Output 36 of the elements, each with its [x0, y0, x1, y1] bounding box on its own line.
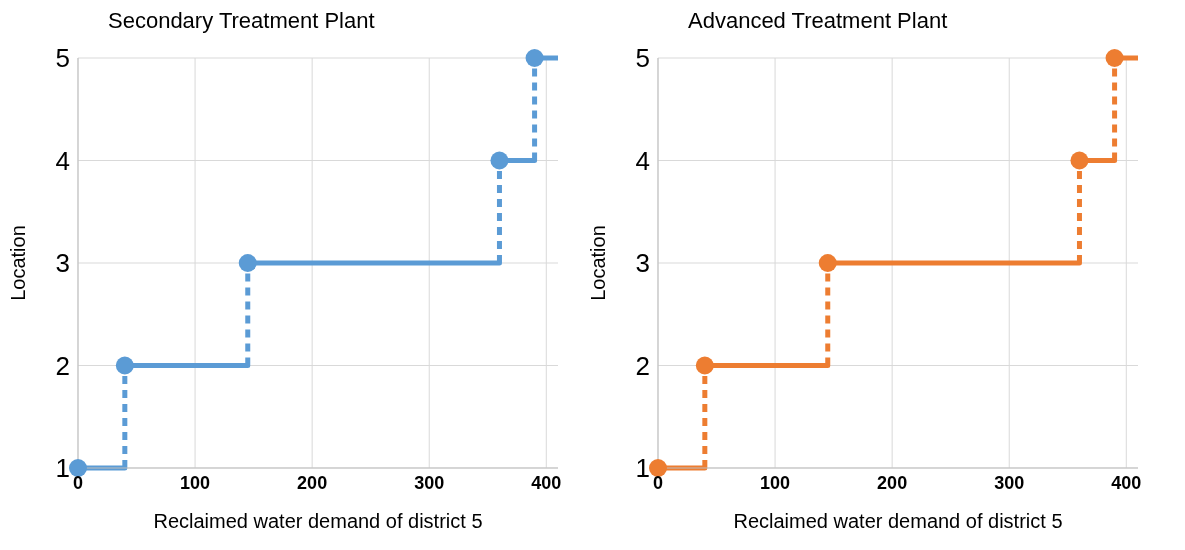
point [1070, 151, 1089, 170]
y-tick-label: 1 [55, 453, 70, 484]
y-tick-label: 4 [55, 145, 70, 176]
x-axis-title: Reclaimed water demand of district 5 [153, 510, 483, 532]
y-tick-label: 5 [635, 43, 650, 74]
y-tick-label: 1 [635, 453, 650, 484]
point [818, 254, 837, 272]
x-axis-title: Reclaimed water demand of district 5 [733, 510, 1063, 532]
point [695, 356, 714, 375]
chart-title: Secondary Treatment Plant [107, 8, 376, 35]
y-tick-label: 3 [635, 248, 650, 279]
point [649, 459, 667, 477]
y-tick-label: 2 [635, 350, 650, 381]
point [525, 49, 544, 67]
point [69, 459, 87, 477]
x-tick-label: 300 [994, 472, 1025, 493]
y-axis-title: Location [587, 225, 610, 301]
y-tick-label: 5 [55, 43, 70, 74]
x-tick-label: 200 [297, 472, 328, 493]
x-tick-label: 0 [72, 472, 84, 493]
point [1105, 49, 1124, 67]
y-tick-label: 4 [635, 145, 650, 176]
x-tick-label: 300 [414, 472, 445, 493]
x-tick-label: 100 [760, 472, 791, 493]
y-tick-label: 2 [55, 350, 70, 381]
point [490, 151, 509, 170]
x-tick-label: 100 [180, 472, 211, 493]
chart-title: Advanced Treatment Plant [687, 8, 949, 35]
x-tick-label: 400 [1111, 472, 1142, 493]
point [238, 254, 257, 272]
point [115, 356, 134, 375]
y-axis-title: Location [7, 225, 30, 301]
x-tick-label: 400 [531, 472, 562, 493]
x-tick-label: 0 [652, 472, 664, 493]
x-tick-label: 200 [877, 472, 908, 493]
y-tick-label: 3 [55, 248, 70, 279]
